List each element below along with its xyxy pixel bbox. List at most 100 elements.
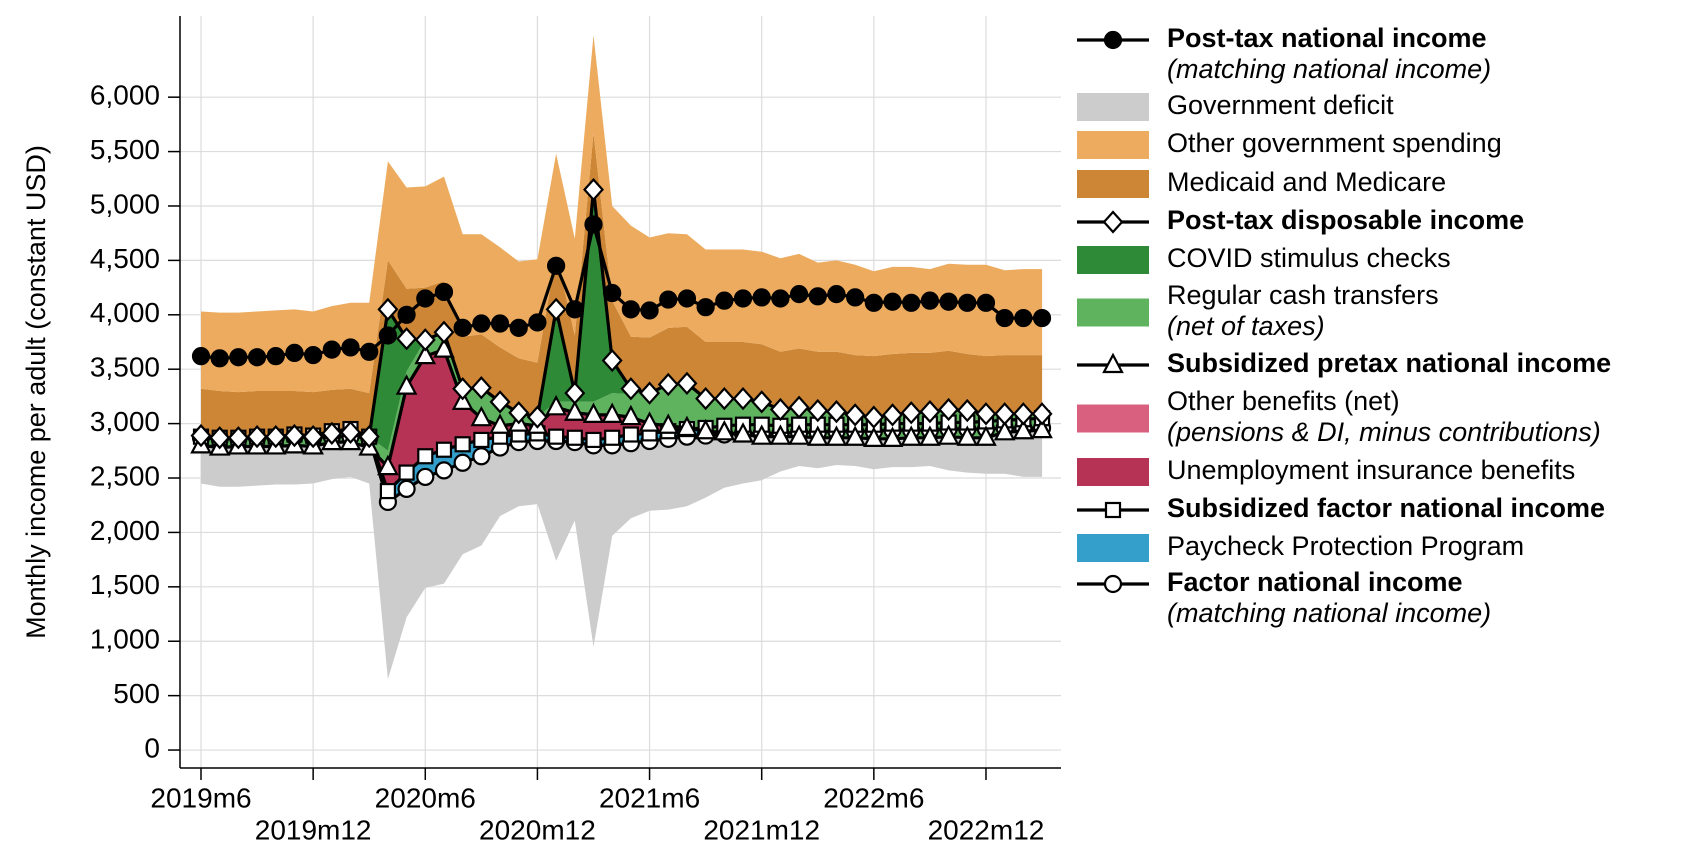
marker xyxy=(1014,308,1033,328)
marker xyxy=(604,429,621,446)
marker xyxy=(771,289,790,308)
marker xyxy=(398,464,415,481)
marker xyxy=(210,349,229,368)
marker xyxy=(751,390,773,414)
legend-swatch xyxy=(1077,298,1149,327)
marker xyxy=(433,320,455,344)
marker xyxy=(414,343,437,365)
marker xyxy=(920,291,940,310)
marker xyxy=(340,420,361,444)
legend-label: Other benefits (net) xyxy=(1167,386,1400,416)
marker xyxy=(1031,402,1053,426)
line xyxy=(200,416,1043,493)
x-tick-label: 2022m12 xyxy=(928,814,1045,845)
marker xyxy=(956,425,979,446)
marker xyxy=(713,386,735,411)
marker xyxy=(881,426,904,447)
legend-sublabel: (net of taxes) xyxy=(1167,311,1325,341)
x-tick-label: 2021m6 xyxy=(599,782,700,813)
marker xyxy=(863,405,885,429)
marker xyxy=(789,285,809,304)
marker xyxy=(601,348,623,373)
marker xyxy=(620,377,642,401)
legend-label: Post-tax national income xyxy=(1167,23,1487,53)
marker xyxy=(640,301,659,320)
legend-label: Regular cash transfers xyxy=(1167,280,1439,310)
marker xyxy=(659,290,678,309)
marker xyxy=(995,308,1014,328)
marker xyxy=(956,398,978,423)
area-band xyxy=(201,133,1043,438)
marker xyxy=(994,402,1016,426)
marker xyxy=(715,291,734,310)
area-band xyxy=(201,418,1043,502)
marker xyxy=(191,347,211,366)
marker xyxy=(583,178,604,202)
marker xyxy=(733,289,753,308)
x-tick-label: 2019m6 xyxy=(150,782,251,813)
legend-marker xyxy=(1102,210,1124,234)
marker xyxy=(489,390,511,414)
marker xyxy=(526,405,548,429)
marker xyxy=(863,426,885,447)
marker xyxy=(283,423,305,448)
marker xyxy=(452,377,474,401)
marker xyxy=(396,327,418,351)
y-tick-label: 4,000 xyxy=(90,297,160,328)
marker xyxy=(902,293,921,312)
marker xyxy=(227,426,249,450)
marker xyxy=(229,348,248,367)
marker xyxy=(657,413,680,434)
marker xyxy=(434,282,454,302)
marker xyxy=(358,425,380,449)
marker xyxy=(585,431,602,449)
marker xyxy=(788,424,810,445)
marker xyxy=(937,424,960,445)
y-tick-label: 5,000 xyxy=(90,188,160,219)
marker xyxy=(958,293,977,312)
legend-marker xyxy=(1104,501,1122,519)
marker xyxy=(321,421,343,446)
marker xyxy=(416,289,435,308)
marker xyxy=(806,425,829,446)
x-tick-label: 2020m12 xyxy=(479,814,596,845)
marker xyxy=(564,381,586,405)
marker xyxy=(657,372,679,397)
legend-label: COVID stimulus checks xyxy=(1167,243,1451,273)
marker xyxy=(696,298,715,317)
marker xyxy=(695,386,717,411)
marker xyxy=(677,289,697,308)
marker xyxy=(993,419,1016,441)
marker xyxy=(769,397,791,422)
legend-swatch xyxy=(1077,246,1149,274)
legend-label: Unemployment insurance benefits xyxy=(1167,455,1575,485)
marker xyxy=(416,467,435,487)
marker xyxy=(732,422,754,443)
legend-label: Factor national income xyxy=(1167,567,1463,597)
legend-label: Post-tax disposable income xyxy=(1167,205,1524,235)
area-band xyxy=(201,346,1043,492)
y-tick-label: 2,500 xyxy=(90,460,160,491)
marker xyxy=(547,256,566,275)
x-tick-label: 2022m6 xyxy=(823,782,924,813)
y-tick-label: 4,500 xyxy=(90,243,160,274)
marker xyxy=(769,424,792,445)
y-tick-label: 1,500 xyxy=(90,569,160,600)
marker xyxy=(302,425,324,449)
marker xyxy=(1031,417,1053,439)
marker xyxy=(621,300,640,319)
legend-swatch xyxy=(1077,93,1149,121)
marker xyxy=(919,425,941,446)
legend-swatch xyxy=(1077,534,1149,562)
marker xyxy=(694,418,717,440)
marker xyxy=(454,436,471,453)
marker xyxy=(601,402,624,424)
x-tick-label: 2021m12 xyxy=(703,814,820,845)
marker xyxy=(322,340,341,359)
marker xyxy=(676,415,698,437)
marker xyxy=(470,405,493,427)
marker xyxy=(807,398,829,423)
marker xyxy=(919,399,941,424)
marker xyxy=(603,283,622,303)
